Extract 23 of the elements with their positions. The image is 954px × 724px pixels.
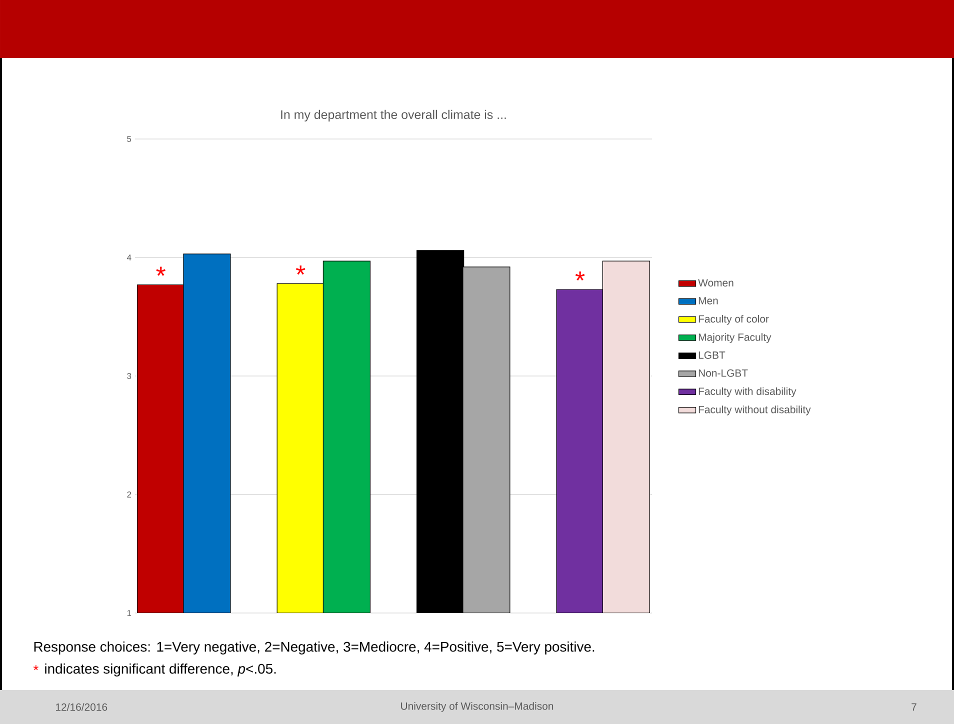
legend-label: Men [698,297,718,304]
y-tick-label: 5 [127,136,132,142]
y-tick-label: 1 [127,610,132,616]
legend-label: Faculty with disability [698,387,796,398]
text: 12/16/2016 [56,703,108,711]
legend-label: Majority Faculty [698,333,772,343]
text: University of Wisconsin–Madison [401,702,554,712]
text: Response choices: 1=Very negative, 2=Negative, 3=Mediocre, 4=Positive, 5=Very positive. [34,641,594,654]
annotation: * [575,271,585,281]
y-tick-label: 4 [126,254,132,260]
chart-title: In my department the overall climate is ... [281,110,506,122]
y-tick-label: 3 [127,373,132,379]
legend-label: Non-LGBT [698,369,748,377]
y-tick-label: 2 [127,492,132,498]
annotation: * [296,266,306,275]
text: 7 [912,703,916,711]
legend-label: Faculty without disability [698,406,811,416]
legend-label: LGBT [698,351,726,359]
text: * [33,665,38,670]
legend-label: Faculty of color [698,314,769,325]
annotation: * [156,266,166,276]
text: indicates significant difference, p<.05. [45,663,276,676]
legend-label: Women [698,279,734,287]
